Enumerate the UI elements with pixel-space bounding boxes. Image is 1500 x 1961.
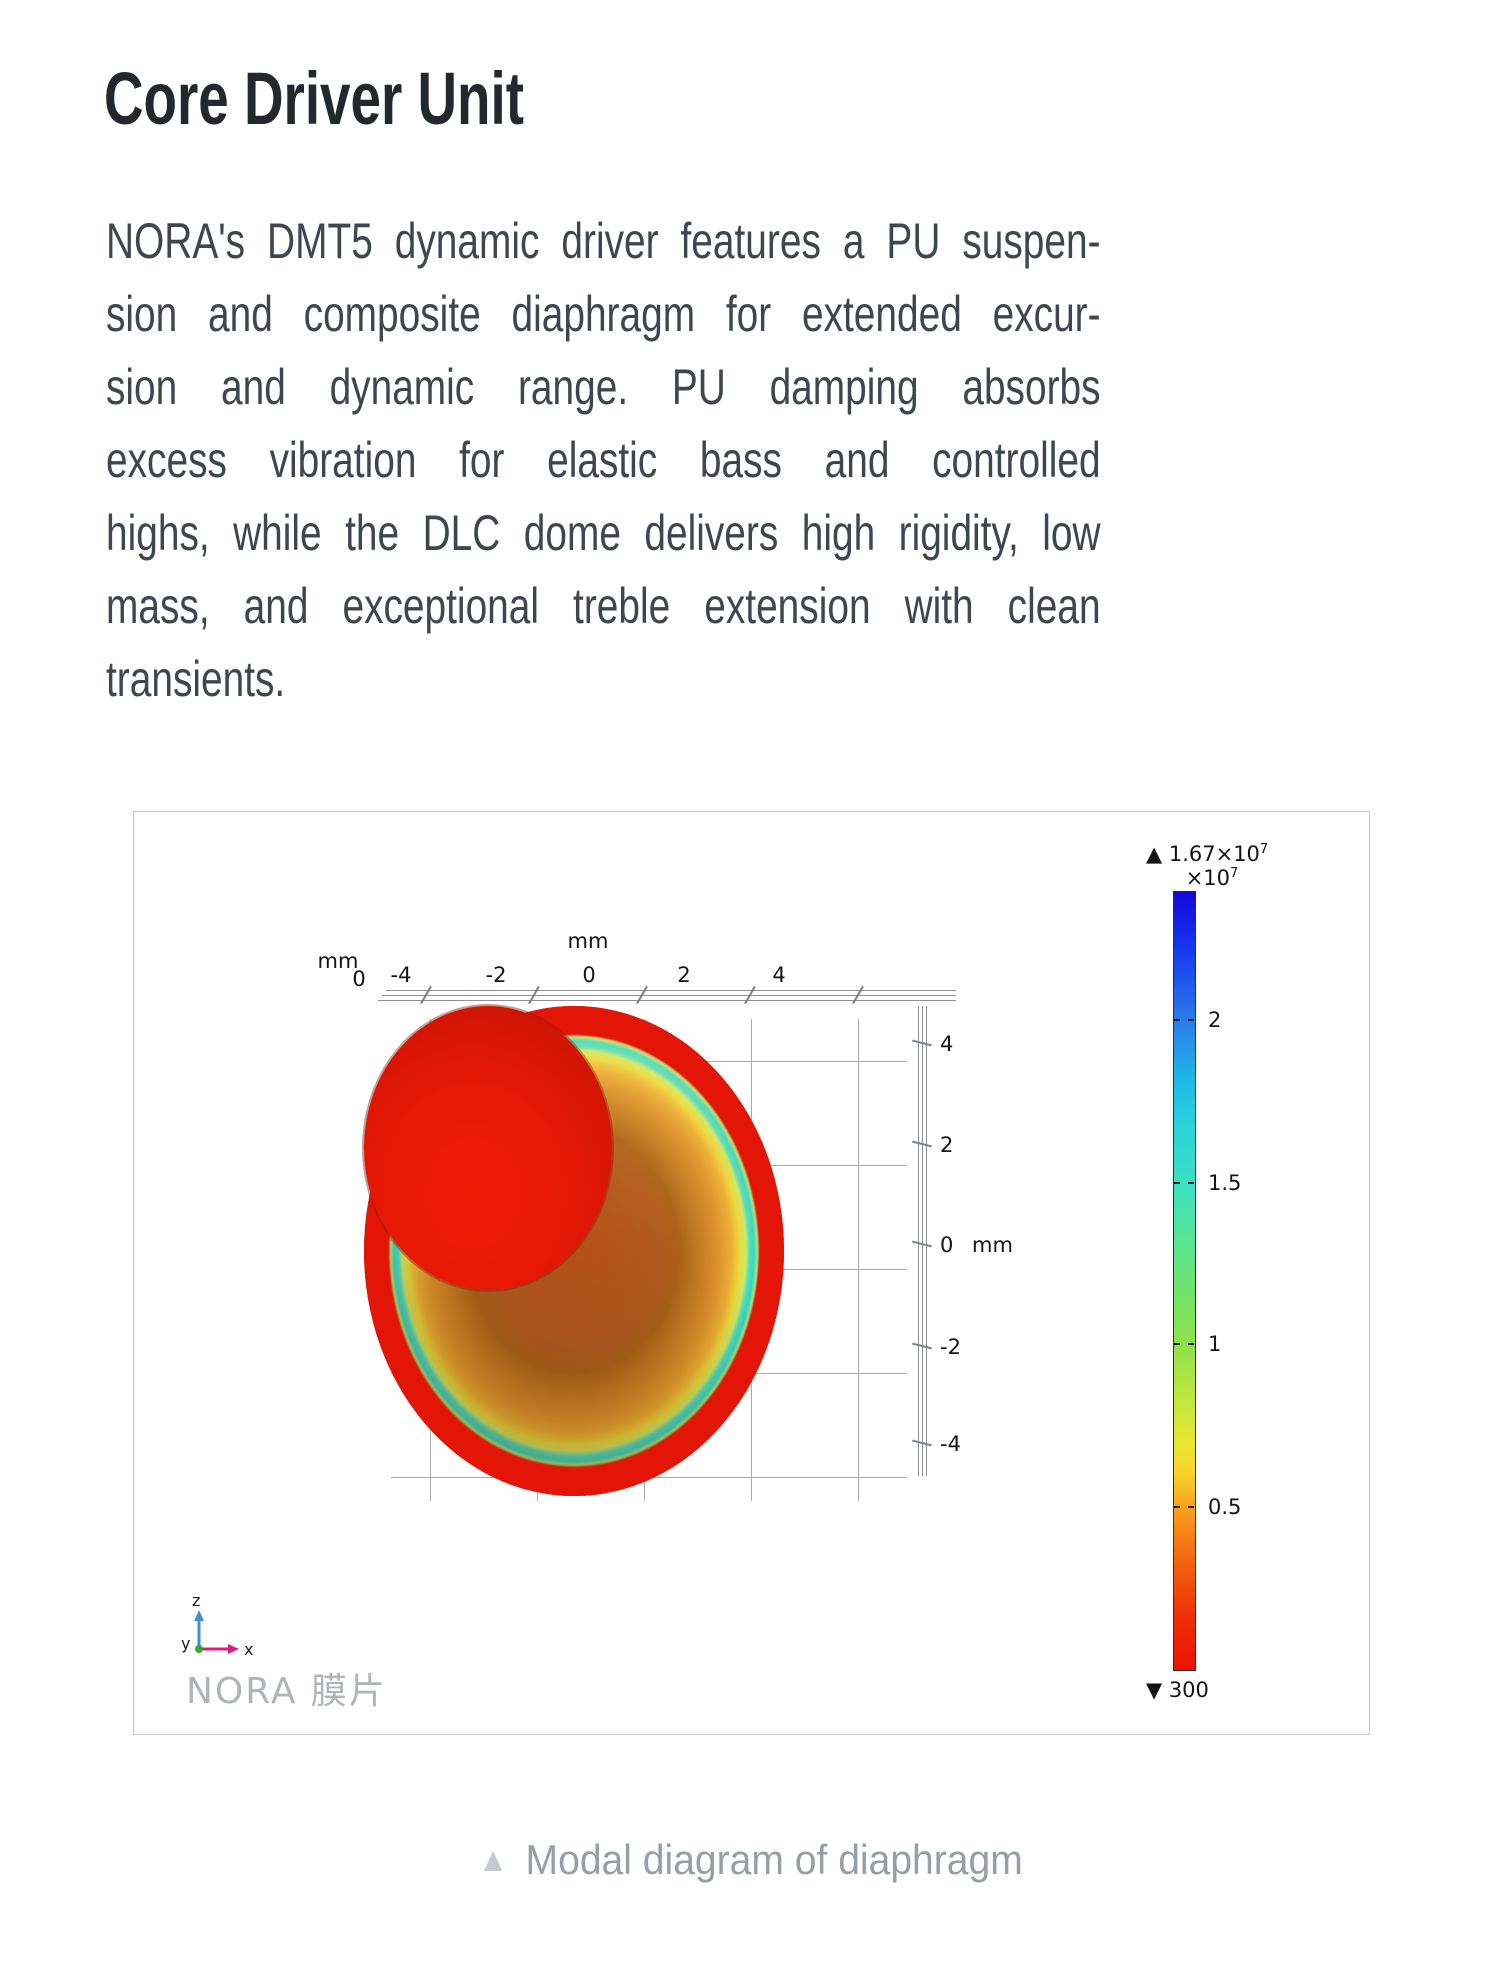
colorbar-tick (1188, 1506, 1194, 1508)
paragraph-line: transients. (106, 651, 286, 707)
colorbar-tick-label: 1 (1208, 1332, 1222, 1356)
model-watermark: NORA 膜片 (186, 1671, 387, 1712)
paragraph-line: sion and composite diaphragm for extende… (106, 286, 1101, 342)
diaphragm-dome (364, 1006, 612, 1290)
colorbar-tick (1174, 1182, 1180, 1184)
y-axis-line (918, 1006, 919, 1476)
x-axis-line (386, 990, 956, 991)
z-axis-unit-label: mm (317, 949, 359, 973)
y-axis-line (926, 1006, 927, 1476)
colorbar-unit-label: ×107 (1185, 866, 1239, 890)
paragraph-line: mass, and exceptional treble extension w… (106, 578, 1101, 634)
x-axis-tick-label: 2 (677, 963, 691, 987)
figure-caption: ▲ Modal diagram of diaphragm (0, 1836, 1500, 1884)
colorbar-min-label: ▼ 300 (1146, 1678, 1209, 1702)
x-axis-tick-label: -4 (390, 963, 412, 987)
x-axis-line (382, 995, 956, 996)
x-axis-line (378, 1000, 956, 1001)
colorbar-tick (1188, 1019, 1194, 1021)
y-axis-tick-label: 4 (940, 1032, 954, 1056)
x-axis-tick-label: -2 (485, 963, 507, 987)
colorbar-max-label: ▲ 1.67×107 (1146, 842, 1269, 866)
x-axis-unit-label: mm (567, 929, 609, 953)
y-axis-tick-label: 0 (940, 1233, 954, 1257)
paragraph-line: NORA's DMT5 dynamic driver features a PU… (106, 213, 1101, 269)
paragraph-line: sion and dynamic range. PU damping absor… (106, 359, 1101, 415)
colorbar-tick-label: 2 (1208, 1008, 1222, 1032)
grid-line (858, 1019, 859, 1501)
x-axis-tick-label: 0 (582, 963, 596, 987)
colorbar-tick (1174, 1343, 1180, 1345)
y-axis-unit-label: mm (972, 1233, 1013, 1257)
caption-triangle-icon: ▲ (477, 1841, 509, 1879)
colorbar-tick (1174, 1019, 1180, 1021)
colorbar-tick-label: 0.5 (1208, 1495, 1242, 1519)
triad-z-label: z (192, 1591, 201, 1610)
x-axis-tick-label: 4 (772, 963, 786, 987)
caption-text: Modal diagram of diaphragm (525, 1836, 1023, 1883)
coordinate-triad-icon (194, 1610, 239, 1654)
diaphragm-modal-surface (364, 1006, 784, 1496)
y-axis-tick-label: -2 (940, 1335, 961, 1359)
page-title: Core Driver Unit (104, 57, 524, 140)
colorbar-tick (1188, 1343, 1194, 1345)
paragraph-line: excess vibration for elastic bass and co… (106, 432, 1101, 488)
colorbar-tick (1174, 1506, 1180, 1508)
y-axis-tick-label: -4 (940, 1432, 961, 1456)
modal-plot-figure: mm -4 -2 0 2 4 mm 0 4 2 0 -2 -4 mm ▲ 1.6… (133, 811, 1370, 1735)
z-axis-zero-label: 0 (352, 967, 366, 991)
colorbar-tick-label: 1.5 (1208, 1171, 1242, 1195)
colorbar (1173, 891, 1196, 1671)
y-axis-line (922, 1006, 923, 1476)
paragraph-line: highs, while the DLC dome delivers high … (106, 505, 1101, 561)
max-marker-icon: ▲ (1146, 842, 1163, 866)
intro-paragraph: NORA's DMT5 dynamic driver features a PU… (106, 205, 1101, 716)
triad-y-label: y (181, 1634, 191, 1653)
y-axis-tick-label: 2 (940, 1133, 954, 1157)
triad-x-label: x (244, 1640, 254, 1659)
colorbar-tick (1188, 1182, 1194, 1184)
